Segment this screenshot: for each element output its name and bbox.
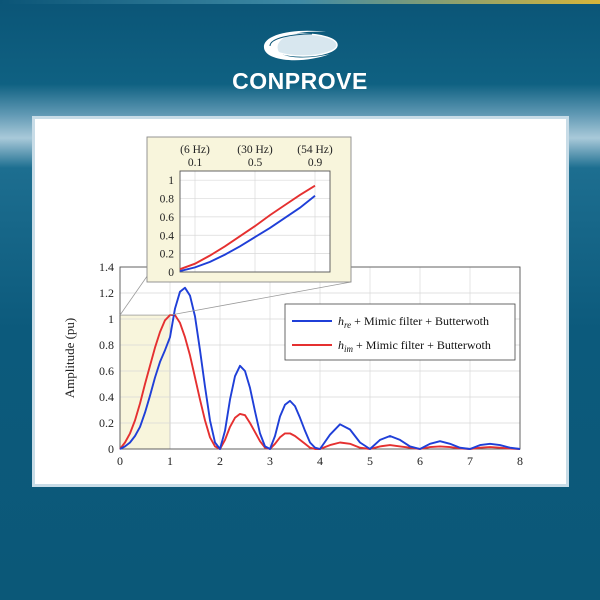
inset-x-tick-hz-label: (6 Hz) — [180, 144, 210, 156]
series-line-re — [119, 286, 521, 450]
zoom-line-right — [169, 281, 352, 316]
logo-swoosh-icon — [263, 30, 338, 61]
legend-entry: him + Mimic filter + Butterwoth — [338, 338, 491, 354]
inset-y-tick-label: 0 — [168, 267, 174, 279]
y-tick-label: 0 — [108, 442, 114, 456]
x-tick-label: 2 — [217, 454, 223, 468]
inset-plot: 0.1(6 Hz) 0.5(30 Hz) 0.9(54 Hz) 0 0.2 0.4 0.6 0… — [146, 136, 352, 283]
inset-x-tick-label: 0.5 — [248, 157, 263, 169]
main-plot: 0 1 2 3 4 5 6 7 8 0 0.2 0.4 0.6 0.8 1 1.2 1.4 Amplitude (… — [62, 260, 523, 468]
amplitude-chart: 0 1 2 3 4 5 6 7 8 0 0.2 0.4 0.6 0.8 1 1.2 1.4 Amplitude (… — [62, 136, 523, 468]
legend-entry-sub: re — [344, 320, 351, 330]
inset-x-tick-hz-label: (54 Hz) — [297, 144, 333, 156]
x-tick-label: 7 — [467, 454, 473, 468]
inset-x-tick-label: 0.1 — [188, 157, 203, 169]
brand-logo: CONPROVE — [0, 28, 600, 98]
x-tick-label: 6 — [417, 454, 423, 468]
inset-x-tick-hz-label: (30 Hz) — [237, 144, 273, 156]
inset-y-tick-label: 0.8 — [160, 194, 175, 206]
y-tick-label: 1.4 — [99, 260, 114, 274]
legend-entry-base: h — [338, 338, 344, 352]
legend-entry-text: + Mimic filter + Butterwoth — [351, 314, 489, 328]
inset-series-line-2 — [179, 184, 316, 271]
legend-entry-text: + Mimic filter + Butterwoth — [353, 338, 491, 352]
legend-entry: hre + Mimic filter + Butterwoth — [338, 314, 489, 330]
inset-y-tick-label: 0.4 — [160, 230, 175, 242]
legend-box — [284, 303, 516, 361]
y-axis-label: Amplitude (pu) — [62, 318, 77, 399]
top-stripe — [0, 0, 600, 4]
zoom-line-left — [119, 271, 151, 316]
y-tick-label: 0.6 — [99, 364, 114, 378]
zoom-connector-lines — [119, 271, 352, 316]
inset-y-tick-label: 1 — [168, 175, 174, 187]
legend-entry-sub: im — [344, 344, 354, 354]
x-tick-label: 0 — [117, 454, 123, 468]
legend-entry-base: h — [338, 314, 344, 328]
y-tick-label: 0.4 — [99, 390, 114, 404]
x-tick-label: 8 — [517, 454, 523, 468]
x-tick-label: 5 — [367, 454, 373, 468]
y-tick-label: 1.2 — [99, 286, 114, 300]
y-tick-label: 0.2 — [99, 416, 114, 430]
x-tick-label: 4 — [317, 454, 323, 468]
y-tick-label: 1 — [108, 312, 114, 326]
x-tick-label: 1 — [167, 454, 173, 468]
chart-card: 0 1 2 3 4 5 6 7 8 0 0.2 0.4 0.6 0.8 1 1.2 1.4 Amplitude (… — [32, 116, 569, 487]
inset-y-tick-label: 0.6 — [160, 212, 175, 224]
inset-frame — [179, 170, 331, 273]
inset-x-tick-label: 0.9 — [308, 157, 323, 169]
y-tick-label: 0.8 — [99, 338, 114, 352]
inset-y-tick-label: 0.2 — [160, 249, 175, 261]
brand-name: CONPROVE — [232, 68, 368, 94]
inset-series-line-1 — [179, 195, 316, 273]
x-tick-label: 3 — [267, 454, 273, 468]
